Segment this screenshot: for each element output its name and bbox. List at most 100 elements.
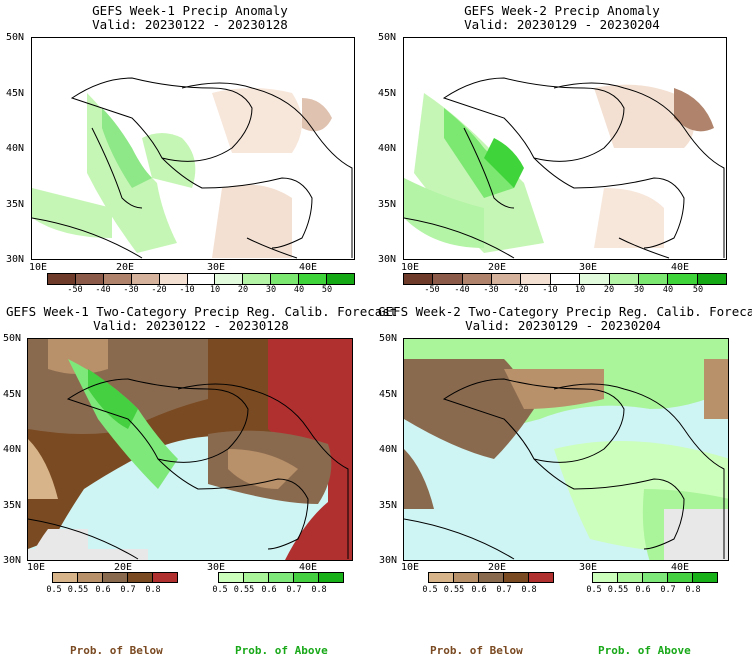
lat-label-50n: 50N [6,32,25,43]
map-week1-anomaly [31,37,355,260]
colorbar-swatch [131,274,160,284]
prob-colorbar-label: 0.8 [521,585,537,595]
prob-colorbar-label: 0.6 [261,585,277,595]
anomaly-colorbar-label: 10 [209,285,221,295]
anomaly-colorbar-label: 10 [574,285,586,295]
prob-above-colorbar-week1 [218,572,344,583]
anomaly-colorbar-label: -40 [95,285,111,295]
map-week1-prob [27,338,353,561]
lon-label-40e: 40E [299,562,318,573]
anomaly-colorbar-label: 20 [237,285,249,295]
lat-label-45n: 45N [6,88,25,99]
anomaly-colorbar-label: 20 [603,285,615,295]
colorbar-swatch [187,274,216,284]
lat-label-50n: 50N [3,333,22,344]
colorbar-swatch [244,573,269,582]
map-week2-prob-svg [404,339,728,560]
anomaly-colorbar-label: 40 [662,285,674,295]
panel-valid-week1-anomaly: Valid: 20230122 - 20230128 [92,17,288,32]
colorbar-swatch [75,274,104,284]
lon-label-10e: 10E [29,262,48,273]
anomaly-colorbar-label: -30 [483,285,499,295]
panel-title-week2-anomaly: GEFS Week-2 Precip Anomaly [464,3,660,18]
prob-colorbar-label: 0.8 [311,585,327,595]
anomaly-colorbar-label: -50 [424,285,440,295]
colorbar-swatch [504,573,529,582]
colorbar-swatch [479,573,504,582]
anomaly-colorbar-label: 50 [692,285,704,295]
prob-colorbar-label: 0.5 [46,585,62,595]
prob-colorbar-label: 0.55 [233,585,255,595]
prob-colorbar-label: 0.7 [496,585,512,595]
lat-label-30n: 30N [378,254,397,265]
lat-label-50n: 50N [379,333,398,344]
colorbar-swatch [215,274,244,284]
lat-label-35n: 35N [6,199,25,210]
anomaly-colorbar-label: -10 [542,285,558,295]
colorbar-swatch [580,274,610,284]
prob-colorbar-label: 0.6 [471,585,487,595]
prob-above-colorbar-week2 [592,572,718,583]
lon-label-20e: 20E [116,262,135,273]
colorbar-swatch [693,573,717,582]
colorbar-swatch [319,573,343,582]
lon-label-20e: 20E [114,562,133,573]
prob-colorbar-label: 0.5 [212,585,228,595]
map-week2-anomaly [403,37,727,260]
lat-label-30n: 30N [3,555,22,566]
colorbar-swatch [429,573,454,582]
prob-colorbar-label: 0.7 [120,585,136,595]
map-week1-prob-svg [28,339,352,560]
prob-colorbar-label: 0.55 [67,585,89,595]
anomaly-colorbar-label: -20 [151,285,167,295]
colorbar-swatch [550,274,581,284]
colorbar-swatch [53,573,78,582]
lat-label-40n: 40N [3,444,22,455]
lat-label-30n: 30N [379,555,398,566]
map-week2-prob [403,338,729,561]
colorbar-swatch [243,274,272,284]
anomaly-colorbar-label: 30 [633,285,645,295]
colorbar-swatch [78,573,103,582]
lat-label-35n: 35N [378,199,397,210]
lon-label-30e: 30E [207,262,226,273]
prob-colorbar-label: 0.55 [607,585,629,595]
anomaly-colorbar-label: -10 [179,285,195,295]
colorbar-swatch [521,274,551,284]
prob-below-label-week1: Prob. of Below [70,644,163,657]
lon-label-40e: 40E [671,262,690,273]
prob-colorbar-label: 0.6 [95,585,111,595]
panel-title-week1-anomaly: GEFS Week-1 Precip Anomaly [92,3,288,18]
lat-label-30n: 30N [6,254,25,265]
anomaly-colorbar-label: 40 [293,285,305,295]
lat-label-40n: 40N [6,143,25,154]
colorbar-swatch [462,274,493,284]
prob-above-label-week1: Prob. of Above [235,644,328,657]
colorbar-swatch [404,274,434,284]
anomaly-colorbar-label: -30 [123,285,139,295]
colorbar-swatch [327,274,354,284]
colorbar-swatch [128,573,153,582]
colorbar-swatch [271,274,300,284]
lat-label-45n: 45N [379,389,398,400]
lon-label-20e: 20E [488,262,507,273]
prob-colorbar-label: 0.5 [586,585,602,595]
colorbar-swatch [454,573,479,582]
panel-valid-week2-prob: Valid: 20230129 - 20230204 [465,318,661,333]
prob-below-colorbar-week2 [428,572,554,583]
lon-label-10e: 10E [401,562,420,573]
lon-label-10e: 10E [401,262,420,273]
prob-colorbar-label: 0.8 [145,585,161,595]
colorbar-swatch [103,573,128,582]
anomaly-colorbar-label: 30 [265,285,277,295]
lat-label-35n: 35N [379,500,398,511]
panel-valid-week1-prob: Valid: 20230122 - 20230128 [93,318,289,333]
colorbar-swatch [294,573,319,582]
map-week2-anomaly-svg [404,77,725,259]
prob-above-label-week2: Prob. of Above [598,644,691,657]
lon-label-30e: 30E [579,262,598,273]
colorbar-swatch [618,573,643,582]
anomaly-colorbar-week1 [47,273,355,285]
lon-label-40e: 40E [299,262,318,273]
prob-colorbar-label: 0.55 [443,585,465,595]
